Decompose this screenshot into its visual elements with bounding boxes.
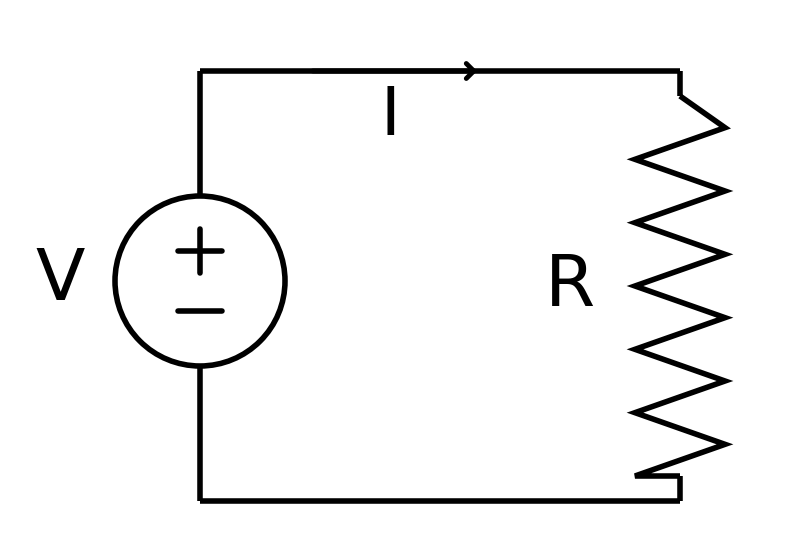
Text: R: R bbox=[545, 251, 595, 321]
Text: V: V bbox=[35, 246, 85, 316]
Text: I: I bbox=[380, 83, 400, 149]
